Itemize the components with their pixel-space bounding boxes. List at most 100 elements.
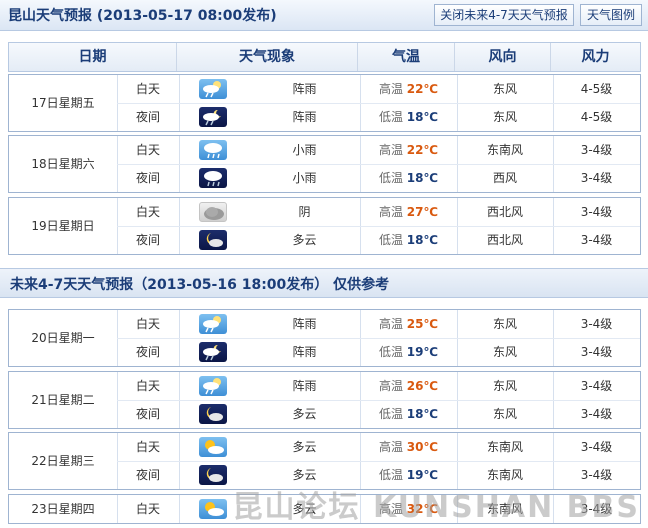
shower-night-icon [199,342,227,362]
weather-description: 小雨 [292,143,317,157]
header-weather: 天气现象 [177,43,358,71]
wind-direction: 东风 [492,82,517,96]
wind-direction: 东风 [492,345,517,359]
forecast-day-row: 20日星期一 白天 阵雨 高温 25℃ 东风 3-4级 夜间 阵雨 低温 19℃ 东风 3-4级 [8,309,641,367]
weather-description: 阵雨 [292,82,317,96]
page-title: 昆山天气预报 (2013-05-17 08:00发布) [8,8,277,24]
wind-direction: 东南风 [486,143,523,157]
cloudy-day-icon [199,437,227,457]
period-label: 白天 [135,379,160,393]
weather-description: 多云 [292,233,317,247]
wind-direction: 东南风 [486,502,523,516]
period-label: 夜间 [135,171,160,185]
weather-description: 多云 [292,502,317,516]
date-label: 21日星期二 [31,393,95,407]
wind-force: 3-4级 [580,143,613,157]
temperature-value: 27℃ [406,205,439,219]
temperature-value: 19℃ [406,468,439,482]
weather-legend-button[interactable]: 天气图例 [580,4,642,26]
row-divider [117,103,640,104]
forecast-day-row: 22日星期三 白天 多云 高温 30℃ 东南风 3-4级 夜间 多云 低温 19℃ 东南风 3-4级 [8,432,641,490]
row-divider [117,164,640,165]
period-label: 白天 [135,317,160,331]
cloudy-day-icon [199,499,227,519]
period-label: 夜间 [135,407,160,421]
forecast-day-row: 17日星期五 白天 阵雨 高温 22℃ 东风 4-5级 夜间 阵雨 低温 18℃ 东风 4-5级 [8,74,641,132]
temperature-value: 22℃ [406,82,439,96]
wind-force: 3-4级 [580,407,613,421]
temperature: 低温 18℃ [360,400,457,428]
temperature-label: 低温 [378,233,403,247]
temperature: 高温 32℃ [360,495,457,523]
header-date: 日期 [9,43,177,71]
column-divider [457,495,458,523]
forecast-day-row: 23日星期四 白天 多云 高温 32℃ 东南风 3-4级 [8,494,641,524]
temperature-label: 低温 [378,468,403,482]
period-label: 白天 [135,82,160,96]
light-rain-day-icon [199,140,227,160]
temperature-value: 30℃ [406,440,439,454]
temperature-label: 低温 [378,345,403,359]
weather-description: 多云 [292,440,317,454]
wind-direction: 西北风 [486,205,523,219]
extended-forecast-title: 未来4-7天天气预报（2013-05-16 18:00发布） 仅供参考 [10,277,390,293]
temperature-label: 低温 [378,110,403,124]
close-extended-forecast-button[interactable]: 关闭未来4-7天天气预报 [434,4,574,26]
wind-force: 3-4级 [580,345,613,359]
column-divider [360,495,361,523]
weather-description: 阵雨 [292,110,317,124]
temperature: 低温 18℃ [360,103,457,131]
period-label: 夜间 [135,110,160,124]
temperature-value: 19℃ [406,345,439,359]
cloudy-night-icon [199,465,227,485]
weather-description: 多云 [292,407,317,421]
wind-direction: 东风 [492,317,517,331]
cloudy-night-icon [199,404,227,424]
weather-description: 小雨 [292,171,317,185]
period-label: 白天 [135,502,160,516]
header-wind-direction: 风向 [455,43,551,71]
date-label: 19日星期日 [31,219,95,233]
wind-force: 3-4级 [580,171,613,185]
temperature-label: 高温 [378,205,403,219]
shower-day-icon [199,376,227,396]
period-label: 夜间 [135,345,160,359]
wind-force: 3-4级 [580,502,613,516]
date-label: 22日星期三 [31,454,95,468]
temperature: 低温 18℃ [360,226,457,254]
cloudy-night-icon [199,230,227,250]
date-label: 23日星期四 [31,502,95,516]
row-divider [117,338,640,339]
shower-day-icon [199,79,227,99]
title-bar: 昆山天气预报 (2013-05-17 08:00发布) 关闭未来4-7天天气预报… [0,0,648,31]
temperature: 高温 22℃ [360,136,457,164]
temperature: 低温 19℃ [360,461,457,489]
period-label: 夜间 [135,233,160,247]
wind-direction: 东风 [492,379,517,393]
wind-force: 3-4级 [580,317,613,331]
weather-description: 阴 [298,205,311,219]
forecast-day-row: 18日星期六 白天 小雨 高温 22℃ 东南风 3-4级 夜间 小雨 低温 18℃ 西风 3-4级 [8,135,641,193]
header-wind-force: 风力 [581,49,610,65]
row-divider [117,461,640,462]
column-divider [117,495,118,523]
wind-force: 4-5级 [580,110,613,124]
temperature-label: 低温 [378,171,403,185]
temperature-value: 18℃ [406,171,439,185]
temperature-label: 高温 [378,317,403,331]
weather-description: 阵雨 [292,379,317,393]
extended-forecast-header: 未来4-7天天气预报（2013-05-16 18:00发布） 仅供参考 [0,268,648,298]
shower-day-icon [199,314,227,334]
temperature-label: 高温 [378,143,403,157]
weather-description: 阵雨 [292,317,317,331]
temperature: 低温 19℃ [360,338,457,366]
temperature-label: 高温 [378,502,403,516]
date-label: 18日星期六 [31,157,95,171]
weather-description: 多云 [292,468,317,482]
forecast-day-row: 21日星期二 白天 阵雨 高温 26℃ 东风 3-4级 夜间 多云 低温 18℃ 东风 3-4级 [8,371,641,429]
period-label: 白天 [135,205,160,219]
wind-force: 3-4级 [580,205,613,219]
header-temperature: 气温 [358,43,455,71]
temperature: 高温 22℃ [360,75,457,103]
temperature-label: 低温 [378,407,403,421]
